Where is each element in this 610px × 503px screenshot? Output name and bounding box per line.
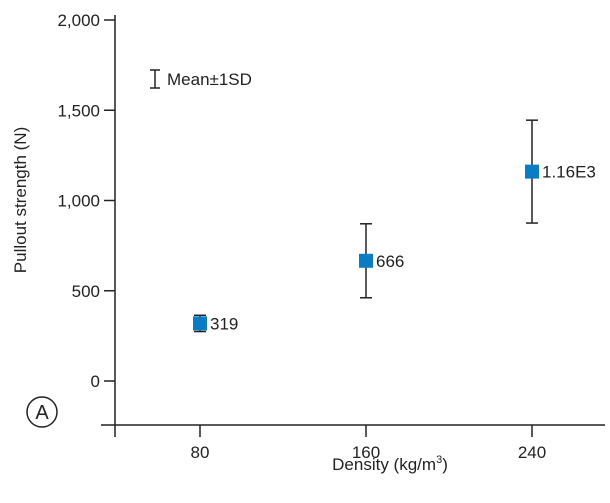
y-axis-label: Pullout strength (N) — [11, 127, 30, 273]
y-tick-label: 0 — [91, 372, 100, 391]
y-ticks: 0 500 1,000 1,500 2,000 — [57, 11, 115, 391]
legend: Mean±1SD — [150, 69, 252, 89]
data-point-marker — [193, 316, 207, 331]
x-tick-label: 160 — [352, 443, 380, 462]
legend-text: Mean±1SD — [167, 70, 252, 89]
data-label: 1.16E3 — [542, 163, 596, 182]
x-tick-label: 80 — [191, 443, 210, 462]
x-axis-label: Density (kg/m3) — [332, 454, 448, 474]
panel-label-circle — [26, 396, 58, 428]
x-tick-label: 240 — [518, 443, 546, 462]
x-axis-label-sup: 3 — [436, 454, 442, 466]
y-tick-label: 1,500 — [57, 101, 100, 120]
data-points: 319 666 1.16E3 — [193, 119, 596, 333]
panel-label: A — [26, 396, 58, 428]
y-tick-label: 1,000 — [57, 192, 100, 211]
panel-label-text: A — [35, 402, 49, 424]
x-ticks: 80 160 240 — [191, 425, 546, 462]
data-label: 666 — [376, 252, 404, 271]
data-point-marker — [525, 164, 539, 179]
x-axis-label-close: ) — [442, 455, 448, 474]
data-point-marker — [359, 253, 373, 268]
x-axis-label-main: Density (kg/m — [332, 455, 436, 474]
data-label: 319 — [210, 314, 238, 333]
y-tick-label: 2,000 — [57, 11, 100, 30]
y-tick-label: 500 — [72, 282, 100, 301]
